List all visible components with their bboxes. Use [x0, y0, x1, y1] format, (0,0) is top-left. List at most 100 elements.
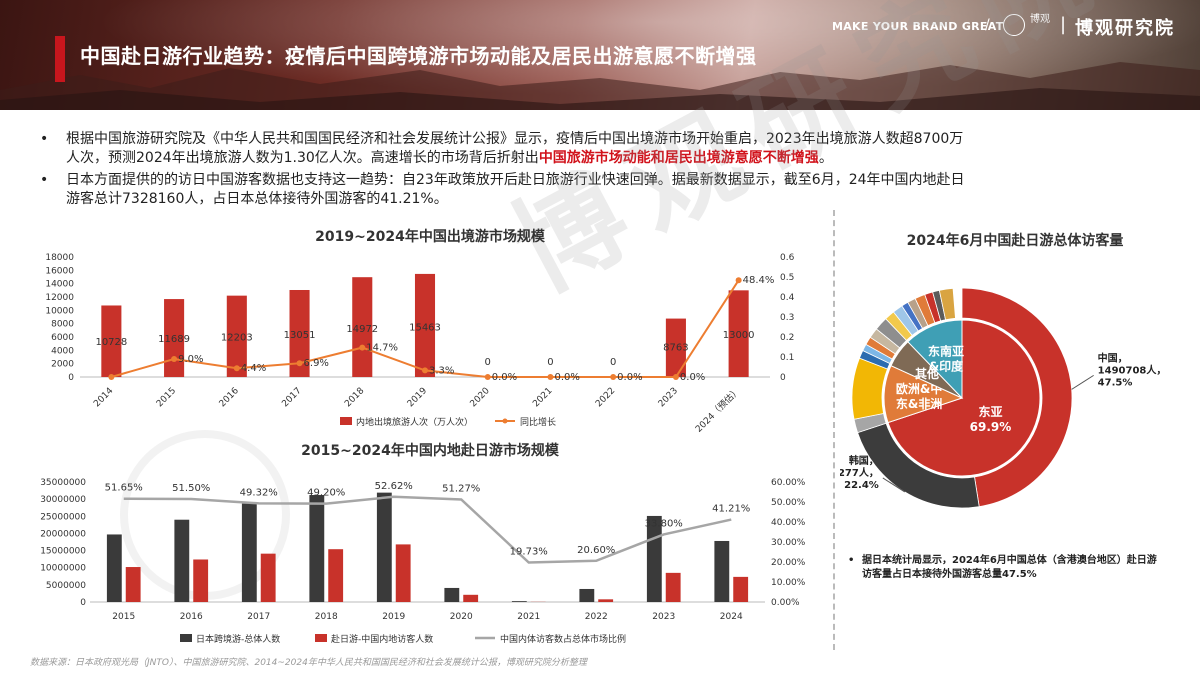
bar-value-label: 11689 [158, 334, 190, 345]
growth-label: 3.3% [429, 365, 454, 376]
growth-point [610, 374, 617, 380]
y2-tick-label: 20.00% [771, 558, 806, 568]
share-label: 49.32% [240, 487, 278, 498]
y-tick-label: 25000000 [40, 512, 86, 522]
bar [665, 318, 686, 377]
bullet-2-text: 日本方面提供的的访日中国游客数据也支持这一趋势：自23年政策放开后赴日旅游行业快… [66, 172, 965, 207]
header-banner [0, 0, 1200, 110]
y2-tick-label: 40.00% [771, 518, 806, 528]
bar-total [376, 492, 392, 602]
bar-china [328, 549, 344, 602]
bar-total [579, 588, 595, 602]
x-tick-label: 2016 [180, 612, 203, 622]
growth-point [735, 277, 742, 284]
legend-swatch-bar [340, 417, 352, 425]
share-label: 19.73% [510, 547, 548, 558]
bar-china [665, 572, 681, 602]
bar-china [463, 594, 479, 602]
x-tick-label: 2023 [652, 612, 675, 622]
chart2-title: 2015~2024年中国内地赴日游市场规模 [301, 443, 559, 459]
share-label: 51.50% [172, 483, 210, 494]
brand-name: 博观研究院 [1075, 18, 1175, 39]
x-tick-label: 2020 [469, 386, 492, 409]
share-label: 52.62% [375, 481, 413, 492]
y-tick-label: 10000000 [40, 564, 86, 574]
chart3-title: 2024年6月中国赴日游总体访客量 [906, 233, 1124, 249]
legend-label: 赴日游-中国内地访客人数 [331, 633, 433, 645]
x-tick-label: 2024 [720, 612, 743, 622]
y-tick-label: 0 [68, 373, 74, 383]
brand-separator: | [1060, 14, 1067, 35]
callout-label: 1490708人， [1098, 363, 1167, 376]
y2-tick-label: 0.5 [780, 273, 794, 283]
page-title: 中国赴日游行业趋势：疫情后中国跨境游市场动能及居民出游意愿不断增强 [80, 44, 757, 68]
growth-label: 48.4% [743, 275, 775, 286]
x-tick-label: 2019 [382, 612, 405, 622]
brand-logo-text: 博观 [1030, 14, 1050, 25]
brand-slogan: MAKE YOUR BRAND GREAT [832, 20, 1004, 33]
share-label: 20.60% [577, 545, 615, 556]
x-tick-label: 2018 [315, 612, 338, 622]
inner-slice-label: 69.9% [970, 420, 1012, 434]
inner-slice-label: 欧洲&中 [896, 381, 942, 396]
share-label: 41.21% [712, 504, 750, 515]
chart-japan-visitors: 0 5000000 10000000 15000000 20000000 25000000… [40, 478, 806, 645]
source-note: 数据来源：日本政府观光局（JNTO）、中国旅游研究院、2014~2024年中华人… [30, 658, 587, 668]
callout-label: 中国， [1098, 351, 1128, 364]
y-tick-label: 18000 [45, 253, 74, 263]
pie-note: • 据日本统计局显示，2024年6月中国总体（含港澳台地区）赴日游访客量占日本接… [848, 554, 1162, 582]
inner-slice-label: 其他 [915, 366, 939, 381]
chart-outbound-tourism: 0 2000 4000 6000 8000 10000 12000 14000 16000 180… [45, 253, 794, 435]
bar-china [733, 576, 749, 602]
bar-value-label: 0 [485, 357, 491, 368]
legend-swatch-china [315, 634, 327, 642]
bullet-dot-icon: • [40, 172, 49, 188]
y-tick-label: 16000 [45, 266, 74, 276]
y2-tick-label: 0.2 [780, 333, 794, 343]
bar-value-label: 13000 [723, 330, 755, 341]
growth-label: 0.0% [492, 372, 517, 383]
growth-point [422, 367, 428, 374]
mountain-ridge [0, 62, 1200, 110]
x-tick-label: 2022 [594, 386, 617, 409]
growth-label: 0.0% [680, 372, 705, 383]
x-tick-label: 2017 [247, 612, 270, 622]
growth-point [233, 365, 240, 372]
legend-label: 同比增长 [520, 416, 556, 428]
bar-value-label: 0 [610, 357, 616, 368]
y-tick-label: 30000000 [40, 495, 86, 505]
bar-total [241, 503, 257, 602]
outer-slice [961, 287, 1073, 508]
bullet-dot-icon: • [848, 555, 855, 566]
legend-label: 日本跨境游-总体人数 [196, 633, 280, 645]
bullet-dot-icon: • [40, 131, 49, 147]
inner-slice-label: 东&非洲 [896, 396, 942, 411]
share-label: 49.20% [307, 488, 345, 499]
inner-slice [907, 319, 963, 400]
x-tick-label: 2022 [585, 612, 608, 622]
callout-leader [1071, 374, 1094, 390]
bar-value-label: 12203 [221, 332, 253, 343]
legend-swatch-marker [502, 418, 508, 424]
bullet-1-text: 根据中国旅游研究院及《中华人民共和国国民经济和社会发展统计公报》显示，疫情后中国… [66, 131, 964, 166]
bar [414, 273, 436, 377]
bar-value-label: 10728 [95, 337, 127, 348]
bar-total [714, 540, 730, 602]
bar-china [260, 553, 276, 602]
bar-china [395, 544, 411, 602]
bar [352, 277, 373, 377]
growth-point [484, 374, 491, 380]
y-tick-label: 35000000 [40, 478, 86, 488]
share-label: 51.65% [105, 483, 143, 494]
bar-china [193, 559, 209, 602]
share-label: 33.80% [645, 518, 683, 529]
pie-note-text: 据日本统计局显示，2024年6月中国总体（含港澳台地区）赴日游访客量占日本接待外… [862, 555, 1157, 580]
bar-value-label: 14972 [346, 324, 378, 335]
y-tick-label: 6000 [51, 333, 74, 343]
callout-label: 47.5% [1098, 377, 1133, 388]
growth-label: 0.0% [617, 372, 642, 383]
bar-total [106, 534, 122, 602]
x-tick-label: 2023 [657, 386, 680, 409]
y2-tick-label: 0.00% [771, 598, 800, 608]
